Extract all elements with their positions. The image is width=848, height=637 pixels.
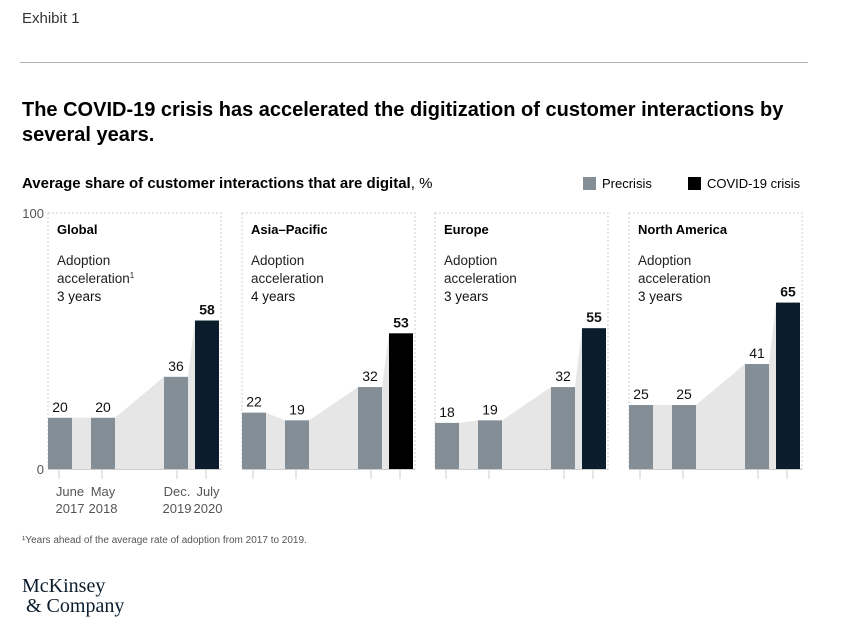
data-label: 53: [393, 314, 409, 330]
trend-fill: [629, 302, 800, 469]
bar-covid: [582, 328, 606, 469]
logo-line2: & Company: [26, 595, 125, 617]
exhibit-label: Exhibit 1: [22, 10, 80, 27]
mckinsey-logo: McKinsey & Company: [22, 576, 124, 616]
bar-covid: [195, 320, 219, 469]
data-label: 25: [633, 386, 649, 402]
trend-fill: [48, 320, 219, 469]
y-tick-label: 0: [37, 462, 44, 477]
data-label: 36: [168, 358, 184, 374]
panel-title: Global: [57, 222, 97, 237]
trend-fill: [435, 328, 606, 469]
bar-covid: [389, 333, 413, 469]
panel-label: acceleration: [251, 271, 324, 286]
panel-label: Adoption: [57, 253, 110, 268]
panel-frame: [434, 212, 609, 470]
data-label: 55: [586, 309, 602, 325]
legend-label: COVID-19 crisis: [707, 176, 801, 191]
panel-label: Adoption: [638, 253, 691, 268]
bar-precrisis: [91, 417, 115, 469]
data-label: 32: [362, 368, 378, 384]
panel-label: acceleration: [444, 271, 517, 286]
data-label: 20: [95, 399, 111, 415]
chart-title: The COVID-19 crisis has accelerated the …: [22, 99, 784, 146]
legend-swatch: [583, 177, 596, 190]
data-label: 41: [749, 345, 765, 361]
trend-fill: [242, 333, 413, 469]
x-tick-label: May: [91, 484, 116, 499]
bar-precrisis: [629, 405, 653, 469]
data-label: 25: [676, 386, 692, 402]
panel-label: acceleration1: [57, 271, 135, 286]
x-tick-label: 2017: [56, 501, 85, 516]
bar-precrisis: [551, 387, 575, 469]
bar-covid: [776, 302, 800, 469]
unit: %: [419, 175, 433, 192]
bar-precrisis: [745, 364, 769, 469]
panel-frame: [628, 212, 803, 470]
data-label: 58: [199, 302, 215, 318]
x-tick-label: Dec.: [164, 484, 191, 499]
panel-frame: [241, 212, 416, 470]
bar-precrisis: [164, 376, 188, 469]
bar-precrisis: [285, 420, 309, 469]
panel-label: Adoption: [444, 253, 497, 268]
data-label: 19: [482, 401, 498, 417]
panel-label-years: 3 years: [57, 289, 102, 304]
bar-precrisis: [48, 417, 72, 469]
chart-subtitle: Average share of customer interactions t…: [22, 175, 433, 192]
panel-label: acceleration: [638, 271, 711, 286]
data-label: 65: [780, 284, 796, 300]
divider: [20, 62, 808, 63]
panel-frame: [47, 212, 222, 470]
bar-precrisis: [358, 387, 382, 469]
data-label: 19: [289, 401, 305, 417]
data-label: 18: [439, 404, 455, 420]
panel-label-years: 3 years: [638, 289, 683, 304]
legend-covid: COVID-19 crisis: [688, 176, 800, 191]
x-tick-label: 2018: [89, 501, 118, 516]
panel-title: Europe: [444, 222, 489, 237]
bar-precrisis: [242, 412, 266, 469]
x-tick-label: 2019: [163, 501, 192, 516]
data-label: 22: [246, 394, 262, 410]
x-tick-label: June: [56, 484, 84, 499]
data-label: 20: [52, 399, 68, 415]
data-label: 32: [555, 368, 571, 384]
bar-precrisis: [435, 422, 459, 469]
panel-title: Asia–Pacific: [251, 222, 328, 237]
x-tick-label: July: [196, 484, 220, 499]
legend-swatch: [688, 177, 701, 190]
panel-title: North America: [638, 222, 728, 237]
x-tick-label: 2020: [194, 501, 223, 516]
bar-precrisis: [672, 405, 696, 469]
logo-line1: McKinsey: [22, 575, 106, 597]
panel-label: Adoption: [251, 253, 304, 268]
y-tick-label: 100: [22, 206, 44, 221]
panel-label-years: 4 years: [251, 289, 296, 304]
footnote: ¹Years ahead of the average rate of adop…: [22, 535, 307, 546]
legend-precrisis: Precrisis: [583, 176, 652, 191]
panel-label-years: 3 years: [444, 289, 489, 304]
legend-label: Precrisis: [602, 176, 652, 191]
bar-precrisis: [478, 420, 502, 469]
subtitle-text: Average share of customer interactions t…: [22, 175, 411, 192]
